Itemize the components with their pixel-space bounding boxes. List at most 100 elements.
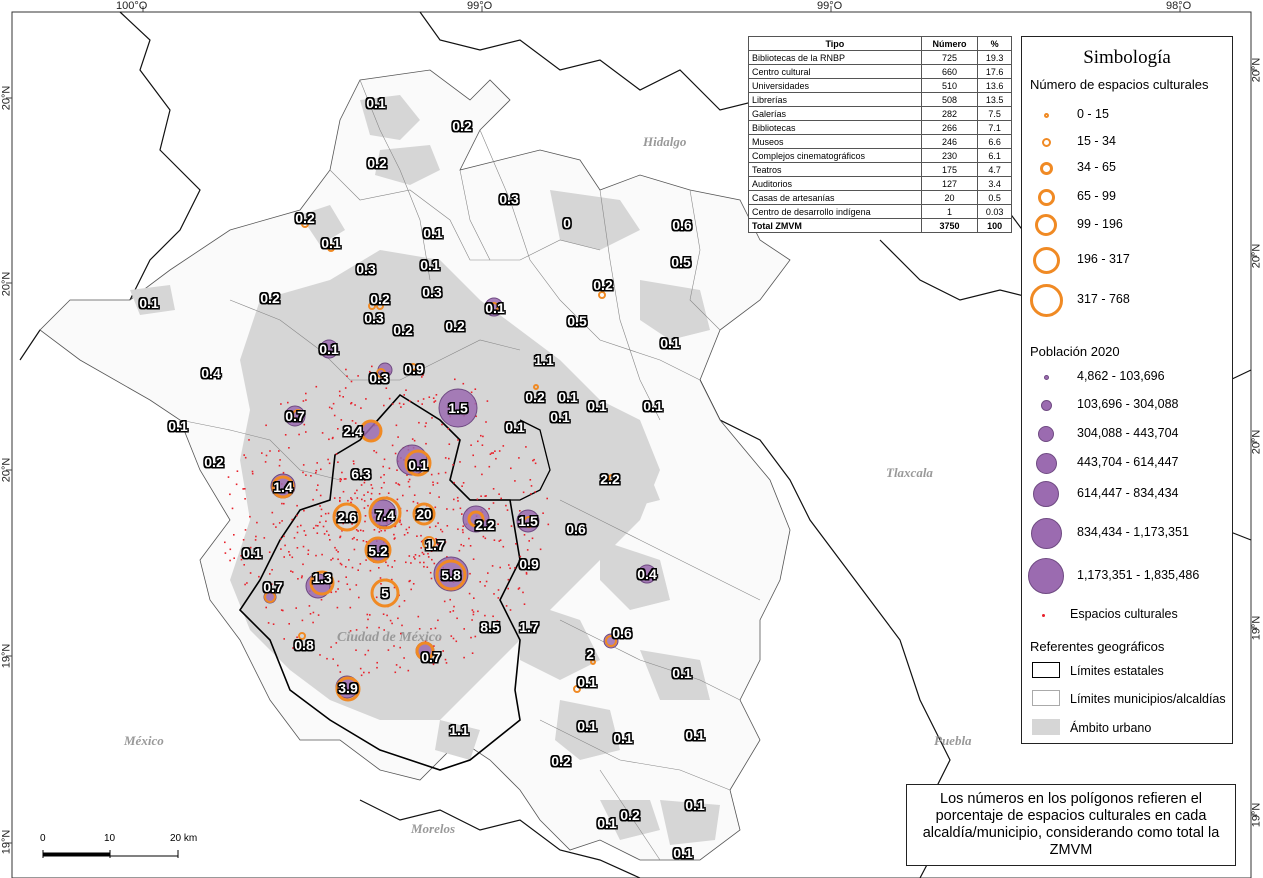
cultural-point xyxy=(403,394,405,396)
cultural-point xyxy=(471,652,474,654)
percentage-label: 0.1 xyxy=(408,457,428,473)
cultural-point xyxy=(394,525,396,528)
cultural-point xyxy=(389,619,392,622)
cultural-point xyxy=(387,492,390,494)
cultural-point xyxy=(339,499,341,502)
cultural-point xyxy=(462,525,464,527)
cultural-point xyxy=(305,392,307,395)
cultural-point xyxy=(301,619,304,622)
cultural-spaces-table: Tipo Número % Bibliotecas de la RNBP 725 1… xyxy=(748,36,1012,233)
cultural-point xyxy=(505,504,507,507)
cultural-point xyxy=(385,561,387,564)
cultural-point xyxy=(362,530,365,532)
cultural-point xyxy=(278,522,281,524)
cultural-point xyxy=(328,462,331,465)
state-label-cdmx: Ciudad de México xyxy=(337,630,442,645)
cultural-point xyxy=(496,620,499,622)
scale-label-0: 0 xyxy=(40,833,46,844)
cultural-ring xyxy=(368,302,376,310)
table-header-pct: % xyxy=(977,36,1012,51)
cultural-point xyxy=(353,548,356,551)
cultural-point xyxy=(355,584,358,586)
cultural-point xyxy=(406,509,408,512)
cultural-point xyxy=(270,583,273,585)
cultural-point xyxy=(265,606,267,609)
cultural-ring xyxy=(598,291,606,299)
cultural-point xyxy=(320,598,323,601)
cultural-point xyxy=(364,479,366,481)
legend-referents-heading: Referentes geográficos xyxy=(1030,639,1165,654)
cultural-point xyxy=(472,611,475,613)
cultural-point xyxy=(405,561,407,564)
cultural-point xyxy=(441,423,443,426)
cultural-point xyxy=(333,414,336,417)
percentage-label: 2.4 xyxy=(343,423,363,439)
cultural-point xyxy=(344,387,347,389)
table-cell: Centro de desarrollo indígena xyxy=(748,204,922,219)
legend-title: Simbología xyxy=(1083,47,1171,68)
table-cell: Total ZMVM xyxy=(748,218,922,233)
cultural-point xyxy=(337,551,339,553)
cultural-point xyxy=(356,539,358,541)
cultural-point xyxy=(254,539,257,541)
percentage-label: 0.6 xyxy=(612,625,632,641)
cultural-point xyxy=(437,619,439,622)
cultural-point xyxy=(424,425,427,428)
cultural-point xyxy=(497,597,500,599)
cultural-point xyxy=(383,474,385,476)
cultural-point xyxy=(408,478,411,481)
cultural-point xyxy=(325,520,327,523)
cultural-point xyxy=(495,457,497,460)
cultural-point xyxy=(383,481,385,484)
cultural-point xyxy=(477,440,479,443)
cultural-point xyxy=(542,512,544,514)
table-cell: 230 xyxy=(920,148,979,163)
cultural-point xyxy=(302,464,305,466)
percentage-label: 0.1 xyxy=(558,389,578,405)
cultural-point xyxy=(502,545,505,548)
cultural-point xyxy=(412,583,415,585)
cultural-point xyxy=(326,530,328,533)
cultural-point xyxy=(349,588,351,591)
percentage-label: 0.2 xyxy=(551,753,571,769)
percentage-label: 0.2 xyxy=(295,210,315,226)
cultural-point xyxy=(339,536,341,539)
cultural-point xyxy=(391,622,393,625)
cultural-point xyxy=(257,558,260,560)
cultural-point xyxy=(369,614,371,616)
percentage-label: 2.2 xyxy=(475,517,495,533)
state-label-puebla: Puebla xyxy=(934,733,972,748)
cultural-point xyxy=(534,462,537,465)
cultural-point xyxy=(244,488,246,490)
legend-population-label: 103,696 - 304,088 xyxy=(1077,397,1179,411)
coord-left-3: 20°N xyxy=(0,457,13,483)
cultural-point xyxy=(376,666,378,669)
cultural-point xyxy=(388,397,391,400)
cultural-point xyxy=(361,498,363,501)
cultural-point xyxy=(454,378,456,381)
percentage-label: 1.1 xyxy=(449,722,469,738)
cultural-point xyxy=(310,475,312,477)
cultural-point xyxy=(351,475,353,477)
cultural-point xyxy=(278,450,280,452)
cultural-point xyxy=(396,469,398,471)
cultural-point xyxy=(378,493,381,495)
population-circle xyxy=(438,388,478,428)
cultural-point xyxy=(525,573,528,575)
cultural-point xyxy=(251,472,254,475)
cultural-point xyxy=(498,540,501,542)
cultural-point xyxy=(235,483,238,486)
cultural-point xyxy=(420,547,422,549)
cultural-point xyxy=(339,535,342,538)
percentage-label: 1.1 xyxy=(534,352,554,368)
cultural-point xyxy=(354,422,357,424)
cultural-point xyxy=(335,549,338,551)
cultural-point xyxy=(302,563,304,566)
cultural-point xyxy=(472,558,475,560)
cultural-point xyxy=(300,576,303,579)
table-row: Casas de artesanías 20 0.5 xyxy=(748,190,1012,205)
population-circle xyxy=(319,339,339,359)
cultural-point xyxy=(317,525,319,527)
cultural-point xyxy=(453,605,455,608)
legend-cultural-label: 196 - 317 xyxy=(1077,252,1130,266)
